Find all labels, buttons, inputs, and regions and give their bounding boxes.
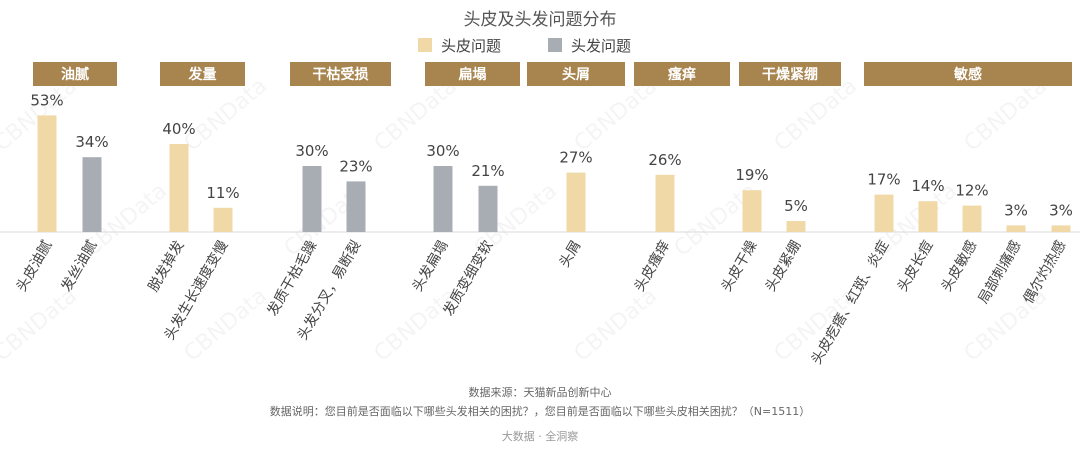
category-label: 头屑 [557,238,585,270]
footer-source: 数据来源：天猫新品创新中心 [469,385,612,399]
bar-value-label: 53% [30,91,63,109]
bar [302,166,322,232]
chart-title: 头皮及头发问题分布 [464,10,617,30]
bar-value-label: 27% [559,149,592,167]
value-labels-layer: 53% 34% 40% 11% 30% 23% 30% 21% 27% 26% 19% 5% 17% 14… [30,91,1073,219]
group-header-label: 瘙痒 [667,66,696,83]
bar-value-label: 11% [206,184,239,202]
category-label: 脱发掉发 [146,238,188,294]
group-header: 敏感 [864,62,1072,86]
bar-value-label: 14% [911,177,944,195]
bar-value-label: 5% [784,197,808,215]
bar [874,194,894,232]
bar [169,144,189,232]
bar [213,207,233,232]
bar [655,174,675,232]
bar-value-label: 19% [735,166,768,184]
bar-value-label: 26% [648,151,681,169]
watermark-text: CBNData [570,283,662,366]
group-header-bg [425,62,520,86]
bar-value-label: 17% [867,171,900,189]
group-header: 扁塌 [425,62,520,86]
group-header-label: 发量 [188,66,217,83]
group-header: 发量 [160,62,245,86]
bar [433,166,453,232]
bar-value-label: 23% [339,157,372,175]
bar [37,115,57,232]
bar [962,205,982,232]
group-headers: 油腻 发量 干枯受损 扁塌 头屑 瘙痒 干燥紧绷 敏感 [33,62,1072,86]
watermark-text: CBNData [0,283,82,366]
legend-item: 头发问题 [548,37,631,55]
legend-item: 头皮问题 [418,37,501,55]
group-header-bg [527,62,625,86]
group-header-bg [33,62,117,86]
bar [478,185,498,232]
bar-value-label: 21% [471,162,504,180]
bar-value-label: 30% [426,142,459,160]
group-header: 油腻 [33,62,117,86]
group-header-label: 干枯受损 [313,66,369,83]
legend-swatch [548,38,562,52]
bar [786,221,806,232]
group-header: 干燥紧绷 [739,62,841,86]
group-header-bg [160,62,245,86]
group-header-label: 头屑 [562,66,590,83]
group-header: 干枯受损 [290,62,391,86]
bar-value-label: 30% [295,142,328,160]
bar [1006,225,1026,232]
group-header: 头屑 [527,62,625,86]
bar-value-label: 3% [1049,201,1073,219]
category-label: 头皮紧绷 [763,238,805,294]
bar [918,201,938,232]
group-header-bg [739,62,841,86]
legend: 头皮问题 头发问题 [418,37,631,55]
group-header-bg [864,62,1072,86]
group-header-label: 敏感 [953,66,982,83]
legend-swatch [418,38,432,52]
watermark-layer: CBNData CBNData CBNData CBNData CBNData CBNDa… [0,73,1052,366]
category-label: 头皮油腻 [14,238,56,294]
footer-note: 数据说明：您目前是否面临以下哪些头发相关的困扰？，您目前是否面临以下哪些头皮相关… [270,404,810,418]
bar [742,190,762,232]
bar-value-label: 3% [1004,201,1028,219]
category-label: 局部刺痛感 [975,238,1025,307]
legend-label: 头发问题 [571,37,631,55]
bar [82,157,102,232]
category-label: 发丝油腻 [59,238,101,294]
group-header-label: 干燥紧绷 [762,66,818,83]
bar [566,172,586,232]
group-header: 瘙痒 [634,62,730,86]
category-label: 头皮干燥 [719,238,761,294]
legend-label: 头皮问题 [441,37,501,55]
bar [1051,225,1071,232]
bar [346,181,366,232]
group-header-bg [634,62,730,86]
bar-value-label: 12% [955,182,988,200]
category-label: 头皮敏感 [938,238,981,295]
bar-value-label: 34% [75,133,108,151]
category-label: 头皮瘙痒 [631,238,674,295]
footer-brand: 大数据 · 全洞察 [502,429,579,443]
group-header-label: 油腻 [61,66,89,83]
category-label: 头皮疙瘩、红斑、炎症 [808,238,893,368]
group-header-bg [290,62,391,86]
group-header-label: 扁塌 [459,66,487,83]
bars-layer [37,115,1071,232]
bar-value-label: 40% [162,120,195,138]
